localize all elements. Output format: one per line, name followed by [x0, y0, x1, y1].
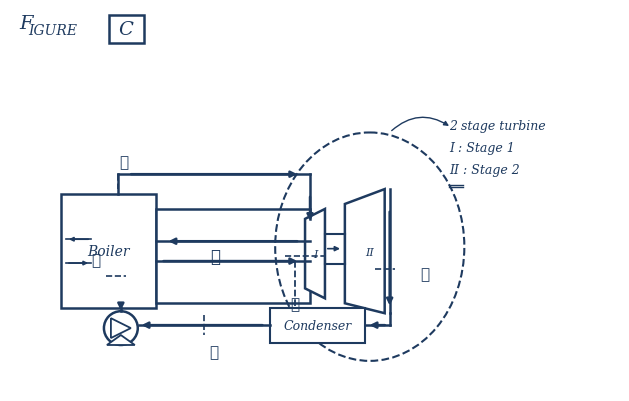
Text: 2 stage turbine: 2 stage turbine [449, 120, 546, 133]
Text: ③: ③ [211, 248, 220, 265]
Bar [156, 209, 310, 304]
Text: II : Stage 2: II : Stage 2 [449, 164, 520, 177]
Bar [270, 308, 365, 343]
Text: ①: ① [91, 254, 101, 268]
Circle shape [104, 312, 138, 345]
Polygon shape [107, 335, 135, 345]
Text: Boiler: Boiler [87, 245, 130, 259]
Text: II: II [365, 248, 374, 258]
Text: ②: ② [119, 156, 128, 170]
Text: Condenser: Condenser [283, 319, 352, 332]
Polygon shape [111, 318, 131, 338]
Polygon shape [345, 190, 385, 314]
Text: ⑤: ⑤ [420, 268, 429, 282]
Text: ⑥: ⑥ [209, 345, 218, 359]
Text: I: I [313, 249, 317, 259]
Bar [109, 16, 144, 44]
Polygon shape [305, 209, 325, 299]
Text: ④: ④ [291, 298, 299, 312]
Text: IGURE: IGURE [28, 24, 77, 38]
Text: C: C [118, 21, 133, 39]
Text: I : Stage 1: I : Stage 1 [449, 142, 515, 155]
Text: F: F [19, 15, 33, 33]
Bar [61, 194, 156, 308]
